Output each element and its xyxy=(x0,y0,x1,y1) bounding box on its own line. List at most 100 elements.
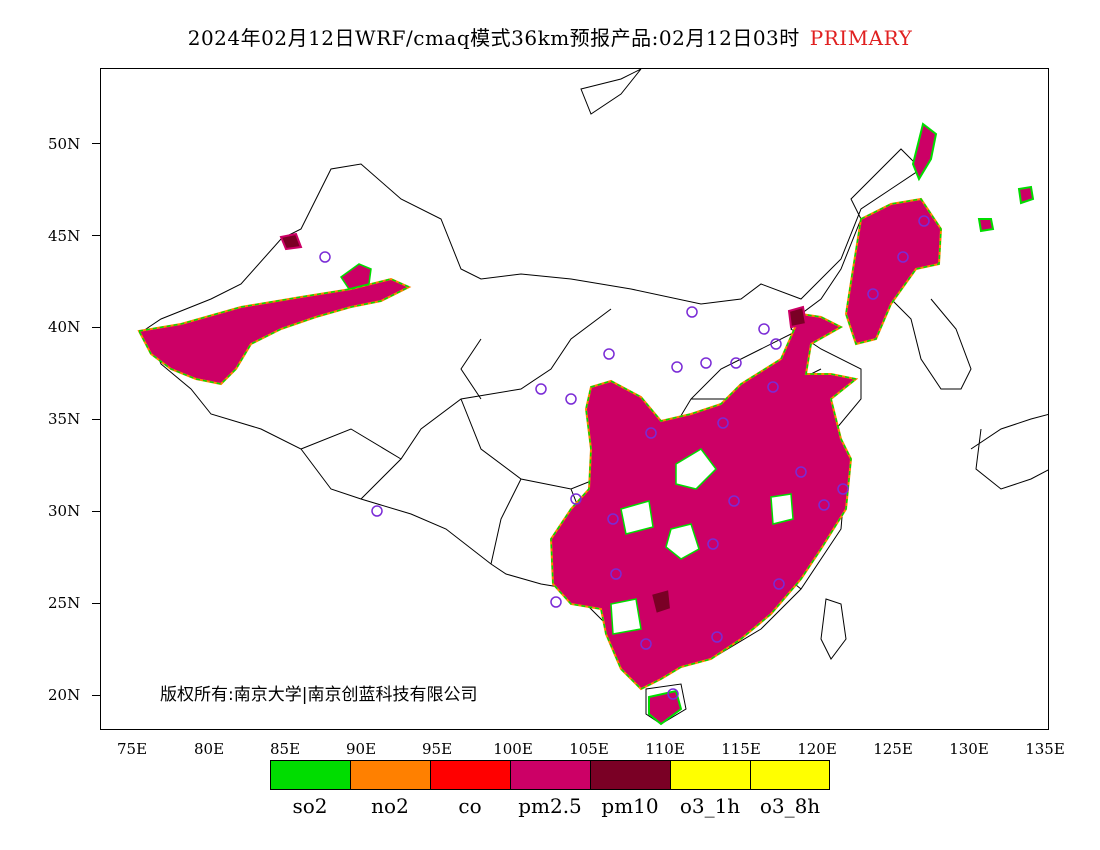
lon-label: 135E xyxy=(1025,740,1065,758)
station-marker xyxy=(818,499,830,511)
station-marker xyxy=(603,348,615,360)
station-marker xyxy=(758,323,770,335)
station-markers xyxy=(319,215,930,700)
lon-label: 125E xyxy=(873,740,913,758)
legend-label: so2 xyxy=(292,794,328,818)
map-canvas xyxy=(137,69,1048,726)
lat-tick xyxy=(92,603,100,604)
station-marker xyxy=(645,427,657,439)
map-frame xyxy=(100,68,1049,730)
title-main: 2024年02月12日WRF/cmaq模式36km预报产品:02月12日03时 xyxy=(187,26,800,50)
lon-label: 80E xyxy=(193,740,225,758)
station-marker xyxy=(535,383,547,395)
lon-label: 130E xyxy=(949,740,989,758)
pm25-field-east-china xyxy=(549,312,859,691)
so2-edge-east-china xyxy=(550,313,858,690)
clean-area-4 xyxy=(675,448,717,490)
lat-tick xyxy=(92,511,100,512)
lat-label: 25N xyxy=(48,594,81,612)
pollution-fields xyxy=(137,122,1035,726)
pm25-field-xinjiang xyxy=(137,277,412,386)
pm25-strip-northeast xyxy=(911,122,938,182)
lat-tick xyxy=(92,419,100,420)
pm10-spot-xinjiang xyxy=(279,232,303,251)
station-marker xyxy=(837,483,849,495)
taiwan-coast xyxy=(820,598,847,660)
so2-edge-northeast xyxy=(845,198,942,345)
station-marker xyxy=(319,251,331,263)
station-marker xyxy=(640,638,652,650)
station-marker xyxy=(711,631,723,643)
korea-japan-coast xyxy=(890,298,1048,490)
lon-label: 120E xyxy=(797,740,837,758)
station-marker xyxy=(667,688,679,700)
station-marker xyxy=(610,568,622,580)
lat-label: 50N xyxy=(48,135,81,153)
station-marker xyxy=(730,357,742,369)
station-marker xyxy=(707,538,719,550)
station-marker xyxy=(717,417,729,429)
hainan-coast xyxy=(645,683,687,725)
clean-area-5 xyxy=(610,598,642,635)
lat-label: 35N xyxy=(48,410,81,428)
station-marker xyxy=(565,393,577,405)
lat-tick xyxy=(92,695,100,696)
legend-label: no2 xyxy=(371,794,409,818)
legend-swatch-so2 xyxy=(270,760,350,790)
lon-label: 110E xyxy=(645,740,685,758)
legend-label: pm10 xyxy=(601,794,659,818)
pm25-spot-west xyxy=(339,263,372,290)
station-marker xyxy=(767,381,779,393)
station-marker xyxy=(570,493,582,505)
legend-swatch-pm25 xyxy=(510,760,590,790)
lat-label: 40N xyxy=(48,318,81,336)
station-marker xyxy=(686,306,698,318)
pm25-spot-far-east xyxy=(1017,185,1035,205)
so2-edge-xinjiang xyxy=(137,278,411,385)
lon-label: 85E xyxy=(269,740,301,758)
lake-baikal xyxy=(580,69,642,115)
lon-label: 105E xyxy=(569,740,609,758)
legend-swatch-o3-8h xyxy=(750,760,830,790)
pm25-spot-sakhalin xyxy=(977,218,995,233)
chart-title: 2024年02月12日WRF/cmaq模式36km预报产品:02月12日03时 P… xyxy=(0,22,1100,51)
legend-label: o3_1h xyxy=(679,794,741,818)
lon-label: 100E xyxy=(493,740,533,758)
lon-label: 95E xyxy=(421,740,453,758)
legend-swatch-pm10 xyxy=(590,760,670,790)
legend-labels: so2 no2 co pm2.5 pm10 o3_1h o3_8h xyxy=(270,794,830,818)
lat-label: 30N xyxy=(48,502,81,520)
station-marker xyxy=(671,361,683,373)
station-marker xyxy=(700,357,712,369)
station-marker xyxy=(728,495,740,507)
station-marker xyxy=(371,505,383,517)
station-marker xyxy=(795,466,807,478)
lat-tick xyxy=(92,235,100,236)
pm25-field-hainan xyxy=(648,689,683,726)
lon-label: 75E xyxy=(116,740,148,758)
legend-swatch-no2 xyxy=(350,760,430,790)
station-marker xyxy=(607,513,619,525)
legend-label: pm2.5 xyxy=(518,794,582,818)
station-marker xyxy=(550,596,562,608)
pm10-spot-beijing xyxy=(787,305,808,329)
lon-label: 90E xyxy=(345,740,377,758)
legend-swatch-o3-1h xyxy=(670,760,750,790)
pm10-spot-south xyxy=(649,587,673,616)
lat-tick xyxy=(92,327,100,328)
lon-label: 115E xyxy=(721,740,761,758)
copyright-text: 版权所有:南京大学|南京创蓝科技有限公司 xyxy=(160,685,478,705)
lat-label: 45N xyxy=(48,227,81,245)
legend-swatch-co xyxy=(430,760,510,790)
legend-label: o3_8h xyxy=(759,794,821,818)
clean-area-1 xyxy=(665,523,700,560)
legend-label: co xyxy=(458,794,482,818)
legend-colorbar xyxy=(270,760,830,790)
clean-area-3 xyxy=(620,500,654,535)
station-marker xyxy=(770,338,782,350)
station-marker xyxy=(897,251,909,263)
station-marker xyxy=(867,288,879,300)
clean-area-2 xyxy=(770,493,794,525)
lat-tick xyxy=(92,143,100,144)
lat-label: 20N xyxy=(48,686,81,704)
